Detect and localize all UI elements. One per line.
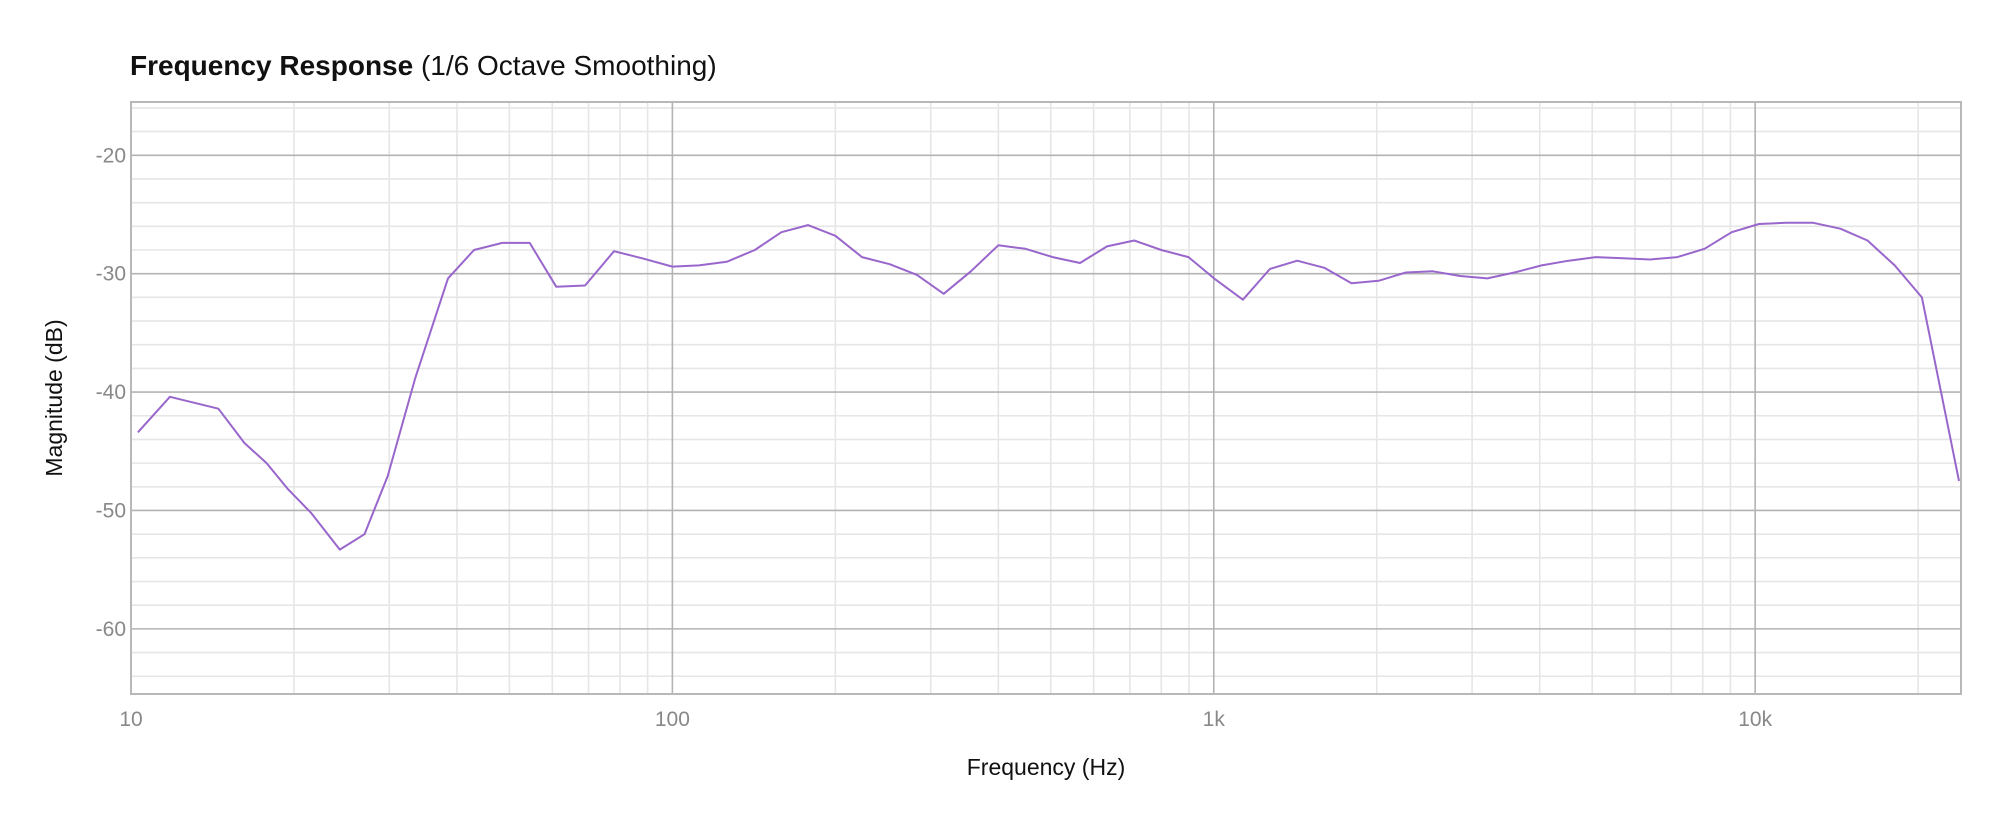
chart-subtitle: (1/6 Octave Smoothing): [420, 50, 717, 81]
chart-title: Frequency Response (1/6 Octave Smoothing…: [130, 50, 717, 82]
y-tick-label: -50: [96, 499, 126, 522]
series-layer: [137, 221, 1960, 551]
plot-frame: [130, 101, 1962, 695]
x-tick-label: 10k: [1738, 708, 1772, 731]
x-tick-label: 10: [119, 708, 142, 731]
frequency-response-line: [137, 221, 1960, 551]
y-tick-label: -40: [96, 381, 126, 404]
y-tick-label: -20: [96, 144, 126, 167]
x-tick-labels: 10 100 1k 10k: [119, 708, 1772, 731]
y-tick-labels: -20 -30 -40 -50 -60: [96, 144, 126, 641]
x-axis-title: Frequency (Hz): [967, 754, 1125, 780]
x-tick-label: 100: [655, 708, 690, 731]
major-grid: [130, 102, 1961, 694]
y-tick-label: -30: [96, 263, 126, 286]
y-axis-title: Magnitude (dB): [41, 319, 67, 476]
chart-title-main: Frequency Response: [130, 50, 414, 81]
minor-grid: [131, 102, 1961, 694]
x-tick-label: 1k: [1203, 708, 1226, 731]
y-tick-label: -60: [96, 618, 126, 641]
